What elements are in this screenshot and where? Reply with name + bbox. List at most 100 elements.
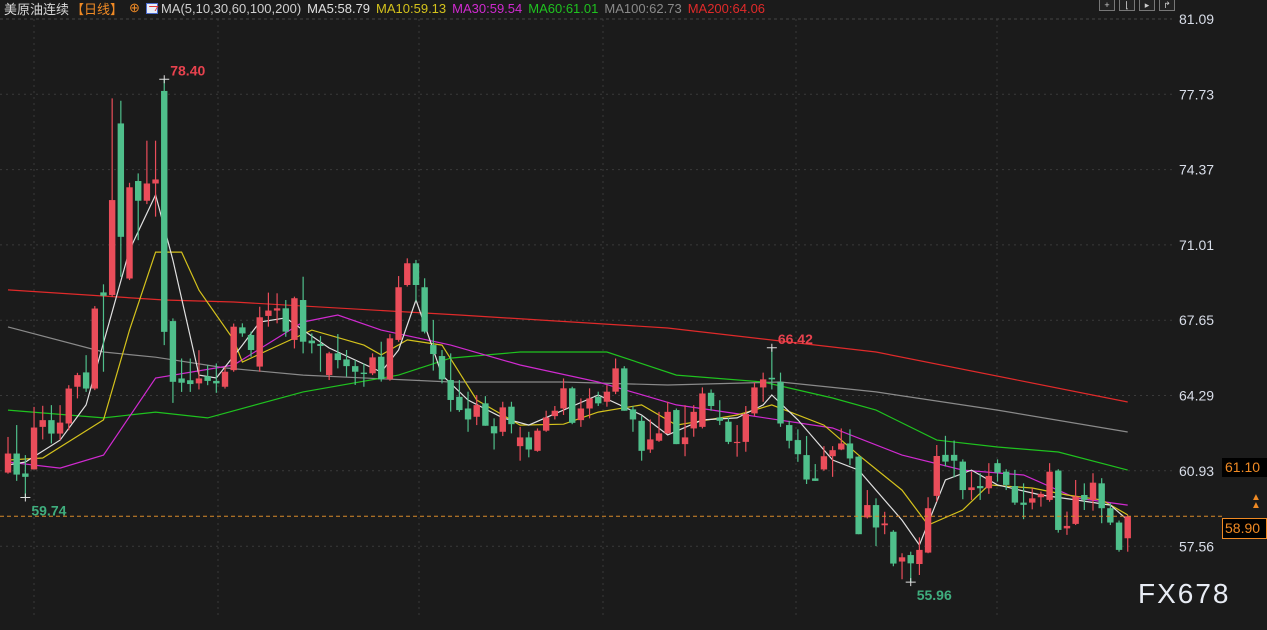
candle-down [959,461,966,491]
candle-up [664,411,671,434]
ma10-line [7,251,1128,526]
move-right-icon[interactable]: ↱ [1159,0,1175,11]
candle-down [178,378,185,383]
candle-down [213,380,220,384]
candle-up [751,387,758,414]
ma10-value: MA10:59.13 [376,0,447,16]
scroll-to-latest-icon[interactable]: ▲ ▲ [1251,492,1261,511]
low-price-label: 59.74 [31,502,66,518]
candle-down [1003,471,1010,485]
candle-down [13,453,20,475]
candle-down [629,409,637,420]
candle-down [1107,508,1114,523]
candle-down [135,181,142,201]
candle-up [1029,498,1036,503]
price-level-label: 61.10 [1222,458,1267,477]
ma-params[interactable]: MA(5,10,30,60,100,200) [160,0,302,16]
chart-header: 美原油连续 【日线】 ⊕ MA(5,10,30,60,100,200) MA5:… [4,0,771,17]
ma200-value: MA200:64.06 [687,0,766,16]
indicator-chart-icon[interactable] [145,2,158,14]
candle-up [369,357,376,374]
candle-down [187,380,194,385]
candle-down [569,388,576,423]
extreme-marker-icon [20,493,31,502]
ma60-line [7,351,1128,471]
candle-up [864,505,871,518]
y-tick-label: 57.56 [1179,538,1214,554]
candle-up [1124,516,1131,539]
candle-up [603,391,611,402]
candle-up [612,368,619,392]
candle-up [56,422,64,434]
candle-up [404,263,411,286]
candle-up [74,375,81,387]
zoom-out-icon[interactable]: ▸ [1139,0,1155,11]
y-tick-label: 77.73 [1179,86,1214,102]
candle-down [204,376,211,381]
candle-down [239,327,246,334]
candle-up [473,405,480,417]
candle-down [768,377,776,380]
candle-down [430,345,437,355]
candle-down [621,368,628,411]
candle-down [421,287,428,332]
candle-up [733,441,741,444]
candle-up [542,417,550,431]
zoom-in-icon[interactable]: ⌊ [1119,0,1135,11]
candle-up [881,523,888,526]
period-selector[interactable]: 【日线】 [71,1,124,17]
low-price-label: 55.96 [917,587,952,603]
current-price-label: 58.90 [1222,518,1267,539]
candle-down [299,300,307,342]
candle-down [82,372,90,389]
candle-down [490,426,498,434]
instrument-title: 美原油连续 [4,1,70,17]
candle-down [673,410,680,445]
candle-down [794,440,802,455]
candle-up [126,187,133,279]
candle-up [1063,525,1071,529]
y-tick-label: 71.01 [1179,237,1214,253]
candle-up [647,439,654,450]
candle-up [655,433,663,441]
candle-down [976,486,984,489]
candle-up [898,557,906,562]
candle-up [91,308,98,389]
candle-down [994,463,1001,473]
candle-up [577,408,585,421]
candle-up [690,411,697,429]
candle-up [759,379,767,388]
candle-down [48,420,55,434]
candle-up [325,353,333,376]
candle-down [161,90,168,332]
crosshair-icon[interactable]: + [1099,0,1115,11]
candle-up [65,388,72,424]
ma30-value: MA30:59.54 [452,0,523,16]
candle-up [933,455,940,496]
candle-up [265,310,272,316]
candle-up [221,371,229,387]
candle-up [681,437,689,445]
candle-down [950,454,958,461]
candle-up [395,287,402,340]
candle-down [247,334,255,350]
ma100-line [7,326,1128,433]
candle-up [699,393,706,427]
candle-down [907,555,914,564]
candle-down [282,308,289,332]
candle-up [195,378,203,384]
candle-up [534,430,541,451]
candle-down [1011,486,1019,503]
candle-up [1072,496,1079,524]
ma60-value: MA60:61.01 [528,0,599,16]
candle-up [273,308,281,311]
high-price-label: 66.42 [778,331,813,347]
candle-up [4,453,12,473]
watermark-logo: FX678 [1138,578,1231,609]
candle-down [707,392,715,407]
candle-up [838,443,845,450]
circle-plus-icon[interactable]: ⊕ [129,0,140,15]
y-tick-label: 60.93 [1179,463,1214,479]
candle-up [30,427,38,470]
